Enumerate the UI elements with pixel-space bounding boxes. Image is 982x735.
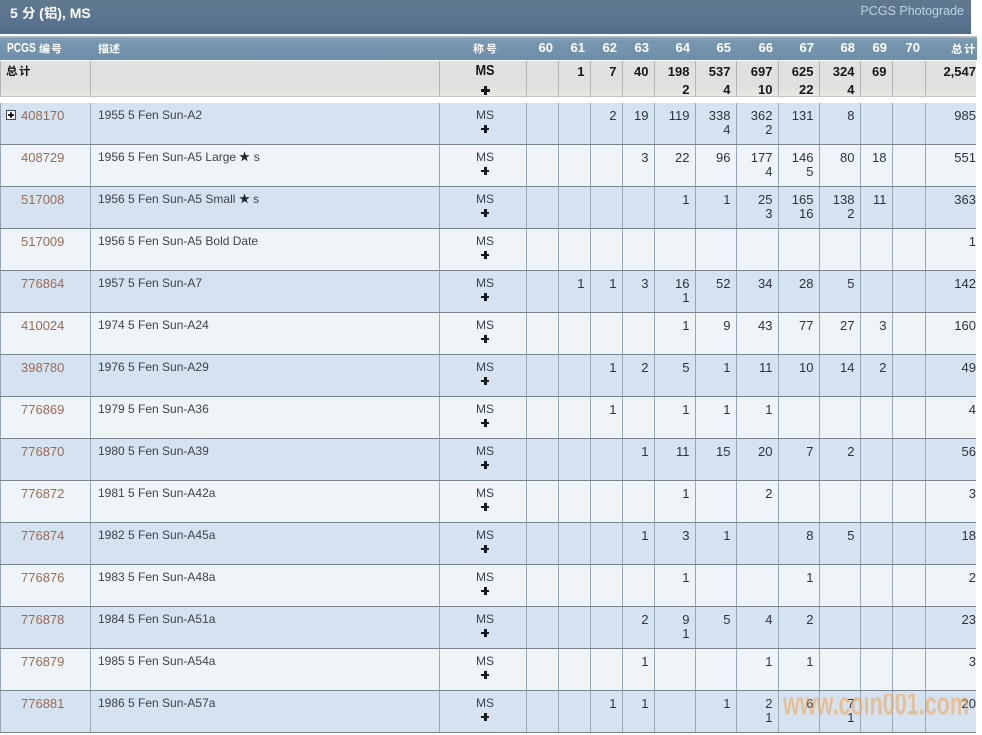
svg-text:www.coin001.com: www.coin001.com	[783, 694, 969, 722]
